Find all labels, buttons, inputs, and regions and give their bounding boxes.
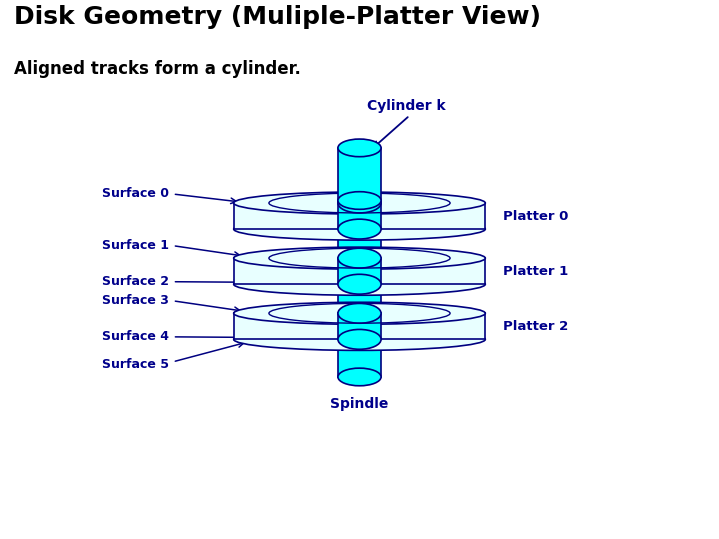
Text: Cylinder k: Cylinder k bbox=[367, 99, 446, 113]
Text: Aligned tracks form a cylinder.: Aligned tracks form a cylinder. bbox=[14, 60, 301, 78]
Polygon shape bbox=[338, 203, 381, 229]
Polygon shape bbox=[338, 201, 381, 377]
Text: Surface 0: Surface 0 bbox=[102, 188, 169, 201]
Ellipse shape bbox=[234, 218, 485, 240]
Ellipse shape bbox=[234, 302, 485, 324]
Polygon shape bbox=[338, 313, 381, 340]
Ellipse shape bbox=[338, 139, 381, 157]
Ellipse shape bbox=[234, 247, 485, 269]
Polygon shape bbox=[234, 203, 485, 229]
Ellipse shape bbox=[234, 192, 485, 214]
Ellipse shape bbox=[234, 328, 485, 350]
Text: – 22 –: – 22 – bbox=[654, 513, 697, 527]
Polygon shape bbox=[338, 148, 381, 201]
Text: Spindle: Spindle bbox=[330, 397, 389, 411]
Text: Disk Geometry (Muliple-Platter View): Disk Geometry (Muliple-Platter View) bbox=[14, 5, 541, 29]
Ellipse shape bbox=[338, 193, 381, 213]
Polygon shape bbox=[234, 258, 485, 284]
Ellipse shape bbox=[234, 273, 485, 295]
Ellipse shape bbox=[338, 368, 381, 386]
Polygon shape bbox=[338, 258, 381, 284]
Text: Platter 1: Platter 1 bbox=[503, 265, 569, 278]
Text: Surface 5: Surface 5 bbox=[102, 358, 169, 371]
Text: Platter 0: Platter 0 bbox=[503, 210, 569, 223]
Text: Surface 1: Surface 1 bbox=[102, 239, 169, 252]
Ellipse shape bbox=[338, 248, 381, 268]
Ellipse shape bbox=[338, 329, 381, 349]
Ellipse shape bbox=[338, 219, 381, 239]
Ellipse shape bbox=[338, 192, 381, 209]
Text: Surface 4: Surface 4 bbox=[102, 330, 169, 343]
Text: Surface 2: Surface 2 bbox=[102, 275, 169, 288]
Polygon shape bbox=[234, 313, 485, 340]
Text: Platter 2: Platter 2 bbox=[503, 320, 569, 333]
Text: Surface 3: Surface 3 bbox=[102, 294, 169, 307]
Ellipse shape bbox=[338, 274, 381, 294]
Ellipse shape bbox=[338, 303, 381, 323]
